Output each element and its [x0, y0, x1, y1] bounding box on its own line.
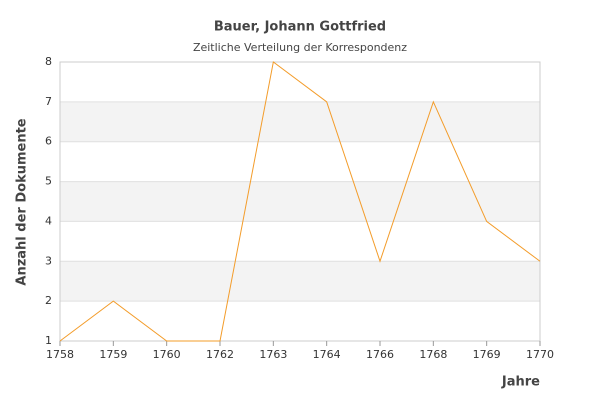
y-tick-label: 5 — [45, 175, 52, 188]
y-tick-label: 6 — [45, 135, 52, 148]
y-tick-label: 7 — [45, 95, 52, 108]
chart-title: Bauer, Johann Gottfried — [214, 20, 386, 35]
y-tick-label: 1 — [45, 334, 52, 347]
y-tick-label: 2 — [45, 294, 52, 307]
grid-band — [60, 101, 540, 142]
y-axis-title: Anzahl der Dokumente — [15, 118, 30, 285]
x-tick-label: 1764 — [313, 348, 341, 361]
data-line — [59, 61, 541, 342]
y-tick-label: 4 — [45, 214, 52, 227]
x-tick-label: 1769 — [473, 348, 501, 361]
x-tick-label: 1759 — [99, 348, 127, 361]
x-tick-label: 1766 — [366, 348, 394, 361]
plot-border — [59, 61, 541, 342]
chart-subtitle: Zeitliche Verteilung der Korrespondenz — [193, 41, 407, 54]
x-axis-title: Jahre — [501, 375, 540, 390]
x-tick-label: 1770 — [526, 348, 554, 361]
grid-band — [60, 181, 540, 222]
y-tick-label: 3 — [45, 254, 52, 267]
x-tick-label: 1758 — [46, 348, 74, 361]
x-tick-label: 1768 — [419, 348, 447, 361]
x-tick-label: 1762 — [206, 348, 234, 361]
y-tick-label: 8 — [45, 55, 52, 68]
x-tick-label: 1763 — [259, 348, 287, 361]
grid-band — [60, 261, 540, 302]
x-tick-label: 1760 — [153, 348, 181, 361]
